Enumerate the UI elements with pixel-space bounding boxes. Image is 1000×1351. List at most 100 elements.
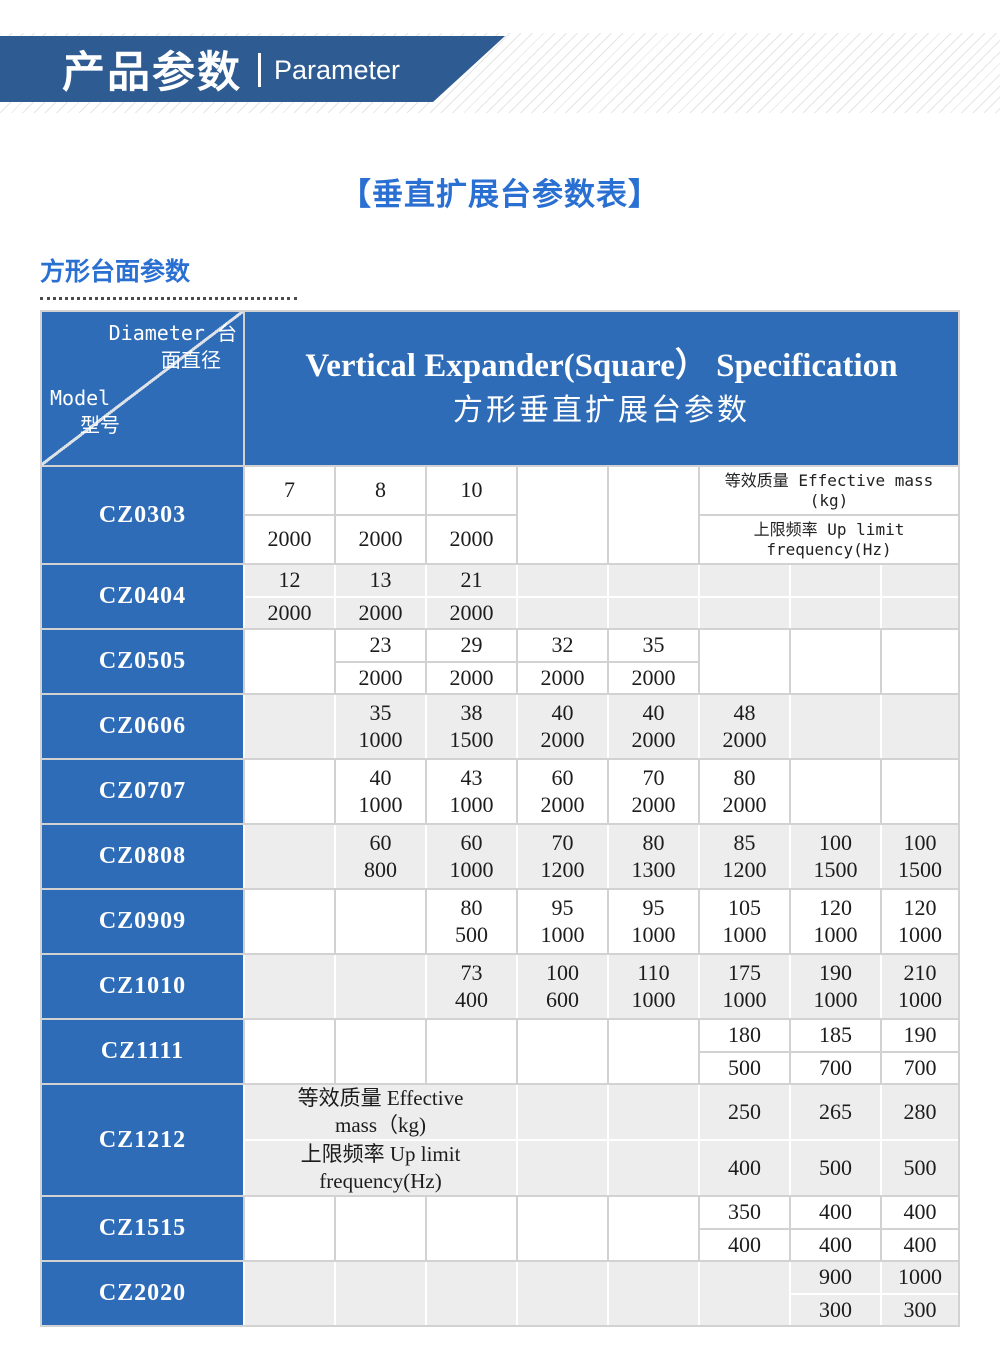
cell-line: 400 [728,1231,761,1257]
cell-line: 190 [903,1022,937,1048]
cell-line: 400 [903,1231,937,1257]
cell-line: 1000 [898,1264,942,1290]
cell-line: 105 [728,895,761,921]
table-cell: 23 [336,630,425,661]
cell-line: 180 [728,1022,761,1048]
cell-line: 1300 [631,856,676,882]
cell-line: 35 [369,700,392,726]
cell-line: 1000 [631,921,676,947]
table-cell: 2000 [518,662,607,693]
model-cell-cz0303: CZ0303 [42,467,243,563]
table-cell: 上限频率 Up limit frequency(Hz) [245,1141,516,1195]
table-cell: 700 [791,1052,880,1083]
cell-line: 2000 [540,791,585,817]
cell-line: 210 [903,960,937,986]
table-header-cn: 方形垂直扩展台参数 [453,394,750,428]
table-cell: 210 1000 [882,955,958,1018]
cell-line: 2000 [631,791,676,817]
corner-model-line1: Model [50,386,111,410]
table-cell: 等效质量 Effective mass (kg) [700,467,958,514]
corner-diameter-line1: Diameter 台 [108,321,237,345]
table-cell: 29 [427,630,516,661]
table-cell: 43 1000 [427,760,516,823]
table-cell [609,467,698,563]
cell-line: 73 [460,960,483,986]
dotted-divider [40,288,297,300]
table-cell: 400 [791,1197,880,1228]
cell-line: 21 [460,567,483,593]
cell-line: 100 [819,830,852,856]
cell-line: 700 [903,1054,937,1080]
cell-line: 23 [369,632,392,658]
table-cell [791,597,880,628]
table-cell: 500 [700,1052,789,1083]
table-cell: 100 600 [518,955,607,1018]
table-cell: 500 [882,1141,958,1195]
table-cell: 2000 [336,662,425,693]
cell-line: 2000 [267,599,312,625]
cell-line: 300 [903,1296,937,1322]
model-cell-cz1212: CZ1212 [42,1085,243,1195]
table-cell: 400 [700,1141,789,1195]
table-cell [245,760,334,823]
cell-line: 2000 [449,599,494,625]
table-cell [700,630,789,693]
table-cell: 2000 [245,597,334,628]
table-cell [427,1262,516,1325]
cell-line: 1000 [813,921,858,947]
cell-line: 280 [903,1098,937,1124]
model-cell-cz2020: CZ2020 [42,1262,243,1325]
cell-line: 800 [364,856,397,882]
table-cell: 400 [882,1197,958,1228]
cell-line: 1000 [358,791,403,817]
cell-line: 900 [819,1264,852,1290]
table-cell [882,760,958,823]
cell-line: 1000 [540,921,585,947]
table-cell [882,597,958,628]
table-cell: 21 [427,565,516,596]
cell-line: 1000 [813,986,858,1012]
table-cell: 105 1000 [700,890,789,953]
cell-line: 70 [642,765,665,791]
table-cell [700,597,789,628]
table-cell: 38 1500 [427,695,516,758]
cell-line: 1000 [722,921,767,947]
table-cell [791,630,880,693]
table-cell: 8 [336,467,425,514]
cell-line: 上限频率 Up limit [753,520,905,540]
table-cell [245,890,334,953]
cell-line: 7 [284,477,295,503]
table-cell [245,1197,334,1260]
table-cell [609,597,698,628]
table-cell: 80 2000 [700,760,789,823]
cell-line: 350 [728,1199,761,1225]
table-cell [518,565,607,596]
cell-line: 500 [455,921,488,947]
cell-line: 400 [903,1199,937,1225]
table-cell: 900 [791,1262,880,1293]
table-cell [518,1197,607,1260]
table-cell [700,565,789,596]
table-cell: 40 2000 [609,695,698,758]
cell-line: 1000 [449,856,494,882]
table-cell: 400 [700,1229,789,1260]
cell-line: (kg) [809,490,849,510]
cell-line: 265 [819,1098,852,1124]
cell-line: 95 [551,895,574,921]
table-cell: 85 1200 [700,825,789,888]
cell-line: 2000 [540,726,585,752]
table-cell: 190 [882,1020,958,1051]
cell-line: 70 [551,830,574,856]
banner-title-en: Parameter [274,54,401,85]
model-cell-cz1111: CZ1111 [42,1020,243,1083]
cell-line: 43 [460,765,483,791]
corner-header-cell: Diameter 台 面直径 Model 型号 [42,312,243,465]
banner-title-cn: 产品参数 [62,49,242,97]
table-cell [427,1197,516,1260]
table-cell [609,1085,698,1139]
cell-line: 60 [460,830,483,856]
table-cell: 700 [882,1052,958,1083]
cell-line: 2000 [540,664,585,690]
cell-line: 2000 [358,526,403,552]
cell-line: 2000 [267,526,312,552]
